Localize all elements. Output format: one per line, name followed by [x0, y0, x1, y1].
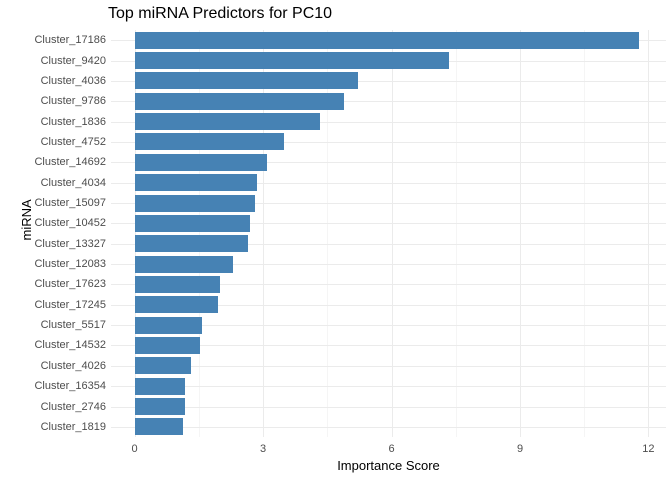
y-tick-label: Cluster_17245	[34, 298, 106, 311]
category-gridline	[111, 284, 666, 286]
category-gridline	[111, 386, 666, 388]
category-gridline	[111, 162, 666, 164]
y-tick-label: Cluster_13327	[34, 237, 106, 250]
bar-Cluster_14532	[134, 336, 201, 354]
category-gridline	[111, 264, 666, 265]
y-tick-label: Cluster_9420	[40, 54, 106, 67]
major-gridline	[134, 30, 136, 437]
x-tick-label: 0	[131, 443, 138, 455]
major-gridline	[391, 30, 393, 437]
y-tick-label: Cluster_14692	[34, 156, 106, 169]
bar-Cluster_17245	[134, 296, 219, 314]
bar-Cluster_16354	[134, 377, 186, 395]
category-gridline	[111, 182, 666, 184]
bar-Cluster_14692	[134, 153, 267, 171]
x-tick-label: 6	[388, 443, 395, 455]
major-gridline	[263, 30, 264, 437]
bar-Cluster_13327	[134, 235, 249, 253]
category-gridline	[111, 325, 666, 327]
bar-Cluster_1819	[134, 418, 183, 436]
category-gridline	[111, 406, 666, 408]
bar-Cluster_4026	[134, 357, 191, 375]
minor-gridline	[455, 30, 457, 437]
category-gridline	[111, 243, 666, 245]
category-gridline	[111, 80, 666, 82]
y-tick-label: Cluster_4034	[40, 176, 106, 189]
bar-Cluster_10452	[134, 214, 250, 232]
y-tick-label: Cluster_15097	[34, 197, 106, 209]
minor-gridline	[327, 30, 329, 437]
bar-Cluster_9786	[134, 92, 344, 110]
y-tick-label: Cluster_14532	[34, 339, 106, 352]
bar-Cluster_15097	[134, 194, 256, 212]
y-tick-label: Cluster_9786	[40, 95, 106, 108]
bar-Cluster_12083	[134, 255, 234, 273]
y-tick-label: Cluster_1819	[40, 420, 106, 433]
bar-Cluster_2746	[134, 398, 185, 415]
category-gridline	[111, 203, 666, 204]
y-tick-label: Cluster_10452	[34, 217, 106, 230]
chart-title: Top miRNA Predictors for PC10	[108, 5, 333, 22]
bar-Cluster_9420	[134, 52, 449, 69]
y-tick-label: Cluster_4026	[40, 359, 106, 372]
category-gridline	[111, 223, 666, 225]
y-tick-label: Cluster_1836	[40, 115, 106, 128]
y-tick-label: Cluster_4036	[40, 74, 106, 87]
y-tick-label: Cluster_5517	[40, 319, 106, 332]
plot-panel	[111, 30, 666, 437]
x-tick-label: 9	[516, 443, 524, 455]
y-tick-label: Cluster_17186	[34, 34, 106, 47]
major-gridline	[648, 30, 650, 437]
bar-Cluster_4034	[134, 174, 258, 192]
bar-Cluster_5517	[134, 316, 202, 334]
category-gridline	[111, 365, 666, 367]
category-gridline	[111, 141, 666, 143]
y-tick-label: Cluster_17623	[34, 278, 106, 291]
category-gridline	[111, 426, 666, 428]
y-tick-label: Cluster_4752	[40, 135, 106, 148]
category-gridline	[111, 101, 666, 103]
major-gridline	[520, 30, 521, 437]
category-gridline	[111, 121, 666, 123]
x-axis-title: Importance Score	[337, 458, 440, 473]
x-tick-label: 3	[259, 443, 267, 455]
bar-Cluster_4036	[134, 72, 359, 90]
bar-Cluster_4752	[134, 133, 285, 151]
minor-gridline	[198, 30, 200, 437]
bar-Cluster_1836	[134, 113, 320, 131]
category-gridline	[111, 304, 666, 306]
bar-Cluster_17186	[134, 31, 640, 49]
y-tick-label: Cluster_2746	[40, 400, 106, 413]
x-tick-label: 12	[642, 443, 655, 455]
y-tick-label: Cluster_12083	[34, 258, 106, 270]
bar-Cluster_17623	[134, 275, 220, 293]
y-tick-label: Cluster_16354	[34, 380, 106, 393]
minor-gridline	[584, 30, 586, 437]
category-gridline	[111, 345, 666, 347]
